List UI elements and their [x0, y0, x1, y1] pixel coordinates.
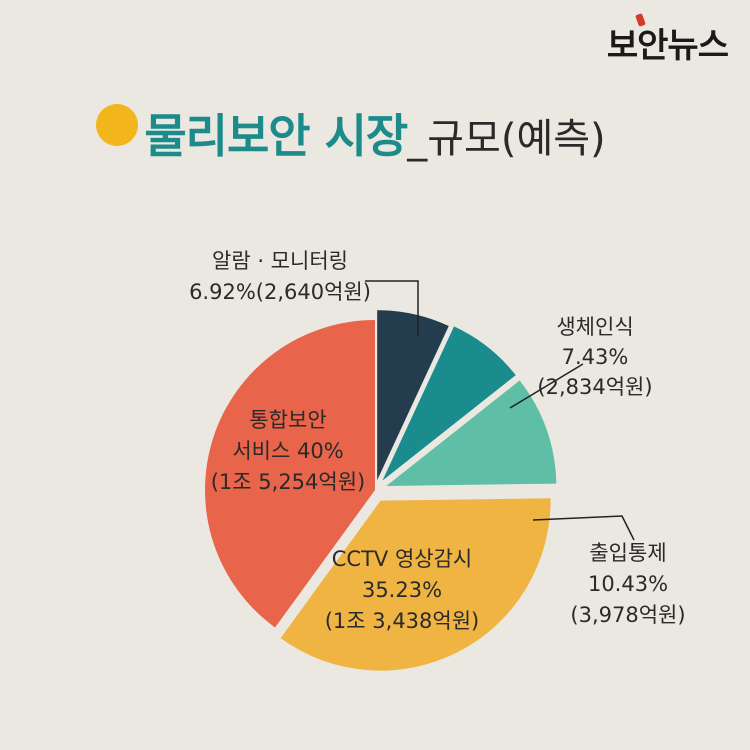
pie-slice — [205, 320, 375, 628]
pie-slice — [382, 326, 516, 481]
slice-label-line: 출입통제 — [589, 541, 666, 565]
slice-label-line: CCTV 영상감시 — [332, 547, 472, 571]
slice-label-line: 서비스 40% — [232, 439, 343, 463]
slice-label-line: (1조 3,438억원) — [325, 609, 480, 633]
slice-label-line: 통합보안 — [249, 408, 326, 432]
title-accent-dot — [96, 104, 138, 146]
slice-label-line: 알람 · 모니터링 — [212, 249, 348, 273]
slice-label-line: 10.43% — [588, 572, 668, 596]
leader-line — [509, 363, 584, 409]
slice-label-line: 생체인식 — [556, 315, 633, 339]
slice-label-line: 35.23% — [362, 578, 442, 602]
pie-slice — [280, 498, 551, 671]
slice-label: 출입통제 10.43% (3,978억원) — [570, 541, 685, 627]
slice-label-line: (2,834억원) — [537, 375, 652, 399]
leader-line — [532, 515, 635, 541]
leader-line — [365, 280, 419, 336]
slice-label: CCTV 영상감시 35.23% (1조 3,438억원) — [325, 547, 480, 633]
slice-label: 생체인식 7.43% (2,834억원) — [537, 315, 652, 399]
slice-label-line: 7.43% — [562, 345, 629, 369]
slice-label: 알람 · 모니터링 6.92%(2,640억원) — [189, 249, 371, 304]
slice-label-line: (3,978억원) — [570, 603, 685, 627]
title-block: 물리보안 시장_규모(예측) — [0, 100, 750, 180]
slice-label-line: 6.92%(2,640억원) — [189, 280, 371, 304]
page-title: 물리보안 시장 — [144, 109, 408, 163]
pie-slice — [377, 310, 449, 481]
pie-slice — [386, 380, 557, 486]
slice-label-line: (1조 5,254억원) — [211, 470, 366, 494]
brand-logo: 보안뉴스 — [606, 26, 729, 66]
page-subtitle: _규모(예측) — [407, 116, 606, 162]
